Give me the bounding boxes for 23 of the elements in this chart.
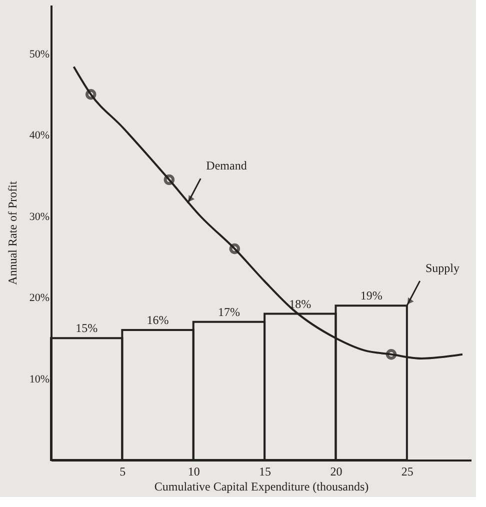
x-tick-label: 15 xyxy=(259,464,272,478)
y-tick-label: 20% xyxy=(29,292,50,304)
x-tick-label: 10 xyxy=(188,464,200,478)
y-tick-label: 40% xyxy=(29,130,50,142)
data-label: 16% xyxy=(146,313,169,327)
data-label: 19% xyxy=(360,288,382,303)
y-tick-label: 10% xyxy=(29,373,50,386)
x-tick-label: 5 xyxy=(120,464,126,478)
point xyxy=(386,349,397,360)
x-tick-label: 25 xyxy=(401,464,414,478)
y-tick-label: 50% xyxy=(29,48,50,60)
annotation: Demand xyxy=(206,158,247,172)
x-axis-title: Cumulative Capital Expenditure (thousands) xyxy=(154,480,369,494)
data-label: 17% xyxy=(218,304,240,319)
annotation: Supply xyxy=(425,260,460,275)
data-label: 15% xyxy=(76,321,98,336)
x-tick-label: 20 xyxy=(330,464,342,478)
point xyxy=(164,174,175,186)
point xyxy=(85,89,96,100)
point xyxy=(229,243,240,254)
data-label: 18% xyxy=(289,296,312,311)
y-tick-label: 30% xyxy=(29,210,50,223)
y-axis-title: Annual Rate of Profit xyxy=(5,180,20,285)
